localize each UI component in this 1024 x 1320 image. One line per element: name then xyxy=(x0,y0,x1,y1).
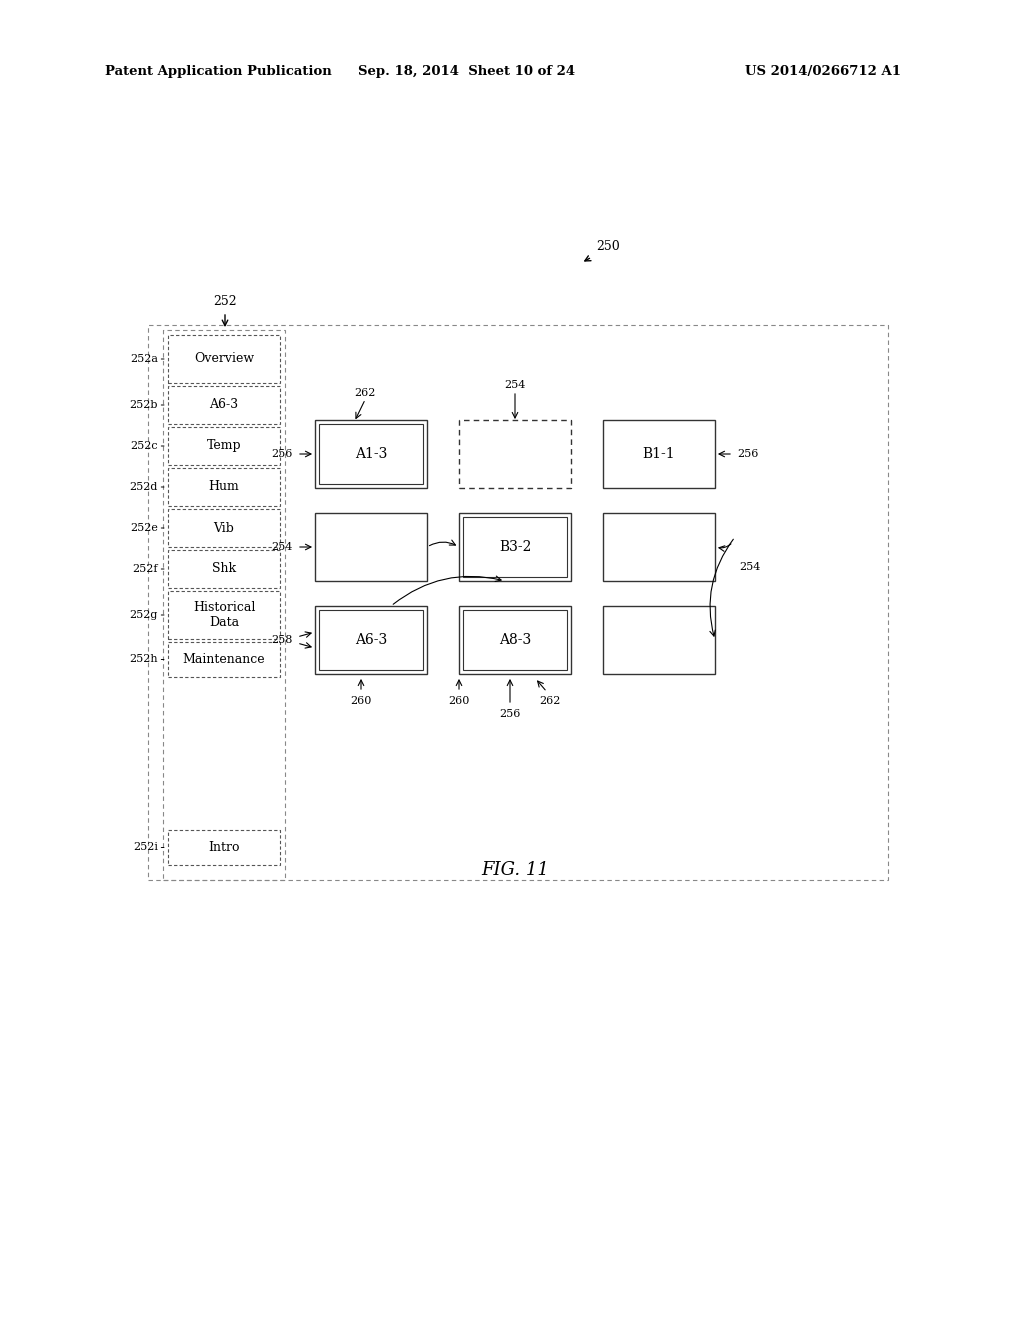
Text: 252: 252 xyxy=(213,294,237,308)
Text: B1-1: B1-1 xyxy=(643,447,675,461)
Text: 254: 254 xyxy=(739,562,761,573)
Text: 252d: 252d xyxy=(130,482,158,492)
Text: Vib: Vib xyxy=(214,521,234,535)
Text: 256: 256 xyxy=(271,449,293,459)
Text: Temp: Temp xyxy=(207,440,242,453)
Text: 256: 256 xyxy=(737,449,759,459)
Text: A8-3: A8-3 xyxy=(499,634,531,647)
Text: Historical
Data: Historical Data xyxy=(193,601,255,630)
Text: 258: 258 xyxy=(271,635,293,645)
Text: 252b: 252b xyxy=(129,400,158,411)
Text: Maintenance: Maintenance xyxy=(182,653,265,667)
Text: US 2014/0266712 A1: US 2014/0266712 A1 xyxy=(745,66,901,78)
Text: 252f: 252f xyxy=(132,564,158,574)
Text: 256: 256 xyxy=(500,709,520,719)
Text: A1-3: A1-3 xyxy=(354,447,387,461)
Text: 260: 260 xyxy=(449,696,470,706)
Text: A6-3: A6-3 xyxy=(355,634,387,647)
Text: 252h: 252h xyxy=(129,655,158,664)
Text: 260: 260 xyxy=(350,696,372,706)
Text: FIG. 11: FIG. 11 xyxy=(481,861,549,879)
Text: Intro: Intro xyxy=(208,841,240,854)
Text: 254: 254 xyxy=(504,380,525,389)
Text: Overview: Overview xyxy=(194,352,254,366)
Text: Patent Application Publication: Patent Application Publication xyxy=(105,66,332,78)
Text: Shk: Shk xyxy=(212,562,237,576)
Text: A6-3: A6-3 xyxy=(210,399,239,412)
Text: B3-2: B3-2 xyxy=(499,540,531,554)
Text: Hum: Hum xyxy=(209,480,240,494)
Text: 252e: 252e xyxy=(130,523,158,533)
Text: 254: 254 xyxy=(271,543,293,552)
Text: 252a: 252a xyxy=(130,354,158,364)
Text: 262: 262 xyxy=(354,388,376,399)
Text: 252i: 252i xyxy=(133,842,158,853)
Text: 250: 250 xyxy=(596,240,620,253)
Text: 262: 262 xyxy=(540,696,561,706)
Text: 252g: 252g xyxy=(130,610,158,620)
Text: 252c: 252c xyxy=(130,441,158,451)
Text: Sep. 18, 2014  Sheet 10 of 24: Sep. 18, 2014 Sheet 10 of 24 xyxy=(358,66,575,78)
